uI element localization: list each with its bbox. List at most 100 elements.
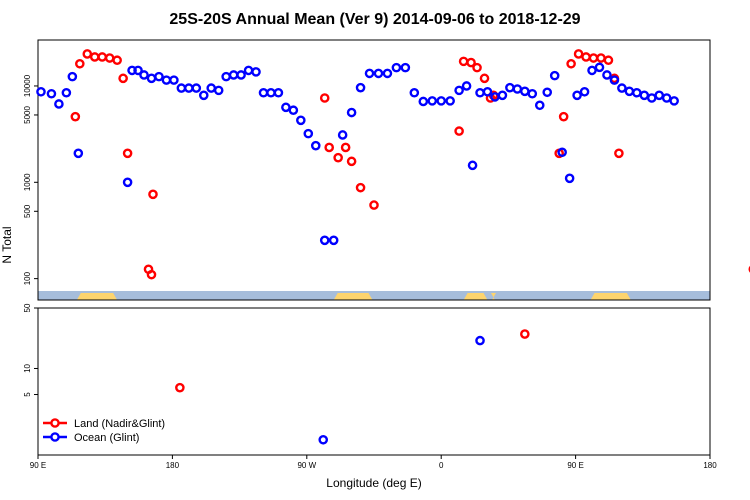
ocean-point [236,70,246,80]
ocean-point [127,65,137,76]
bottom-panel: 5 10 50 [23,303,711,456]
land-point [324,142,335,153]
x-tick-label: 0 [439,461,444,470]
x-tick-label: 90 E [567,461,583,470]
ocean-point [436,96,447,106]
land-point [466,57,476,68]
x-tick-label: 180 [703,461,717,470]
land-point [333,152,343,163]
ocean-point [579,86,590,97]
ocean-point [617,83,627,93]
x-tick-label: 90 W [297,461,316,470]
ocean-point [564,173,575,184]
ocean-point [355,82,366,93]
land-point [82,49,93,59]
ocean-point [228,70,239,80]
ocean-point [281,102,291,113]
land-point [573,49,584,59]
ocean-point [364,68,375,79]
ocean-point [505,82,515,93]
ocean-point [146,73,157,84]
ocean-point [602,70,612,80]
legend-marker [50,432,60,442]
ocean-point [139,70,149,80]
ocean-point [373,68,384,79]
ocean-point [587,65,597,76]
ocean-point [427,96,438,106]
y-tick-label: 10000 [23,74,32,97]
ocean-point [191,83,202,93]
ocean-point [36,86,46,97]
land-point [75,58,85,69]
ocean-point [221,71,231,82]
land-band [76,293,118,300]
land-point [146,269,157,280]
ocean-point [594,62,605,73]
ocean-point [467,160,478,171]
ocean-point [133,65,143,76]
ocean-point [46,88,57,99]
ocean-point [409,87,420,98]
bottom-panel-frame [37,307,711,456]
x-tick-label: 90 E [30,461,46,470]
land-band [590,293,631,300]
ocean-point [288,105,299,116]
x-tick-label: 180 [166,461,180,470]
land-point [104,53,115,63]
ocean-point [527,88,538,99]
ocean-point [512,84,523,94]
bottom-y-axis: 5 10 50 [23,303,38,397]
ocean-point [542,87,553,98]
y-tick-label: 500 [23,204,32,218]
ocean-point [54,99,64,109]
ocean-point [176,83,187,93]
land-point [355,182,366,193]
land-point [558,111,569,122]
land-point [369,200,379,210]
land-point [596,53,606,63]
landmask-strip [38,291,710,300]
land-point [520,329,530,339]
legend-marker [50,418,60,428]
ocean-band [38,291,710,300]
legend-label: Land (Nadir&Glint) [74,418,165,430]
ocean-point [497,90,508,101]
ocean-point [243,65,254,76]
y-tick-label: 100 [23,271,32,285]
ocean-point [296,115,306,126]
land-point [458,56,469,67]
land-point [614,148,624,159]
ocean-point [549,70,560,81]
legend: Land (Nadir&Glint) Ocean (Glint) [43,418,165,444]
top-panel-frame [37,39,711,301]
ocean-point [445,96,455,106]
land-point [118,73,128,84]
ocean-point [184,83,194,93]
bottom-points [175,329,530,445]
ocean-point [482,86,493,97]
land-point [472,62,482,73]
land-point [603,55,614,66]
ocean-point [400,62,411,73]
y-tick-label: 5 [23,392,32,397]
ocean-point [206,83,217,93]
ocean-point [475,87,485,98]
ocean-point [67,71,78,82]
land-point [581,52,591,62]
ocean-point [639,90,650,101]
land-point [454,126,464,136]
ocean-point [534,100,545,111]
land-point [148,189,158,200]
land-point [89,52,100,62]
y-tick-label: 10 [23,363,32,372]
ocean-point [669,96,679,106]
ocean-point [572,90,582,101]
ocean-point [520,86,530,97]
land-band [490,293,496,300]
land-point [319,93,330,103]
land-point [479,73,490,84]
y-tick-label: 50 [23,303,32,312]
ocean-point [646,93,657,103]
chart-title: 25S-20S Annual Mean (Ver 9) 2014-09-06 t… [169,11,580,28]
